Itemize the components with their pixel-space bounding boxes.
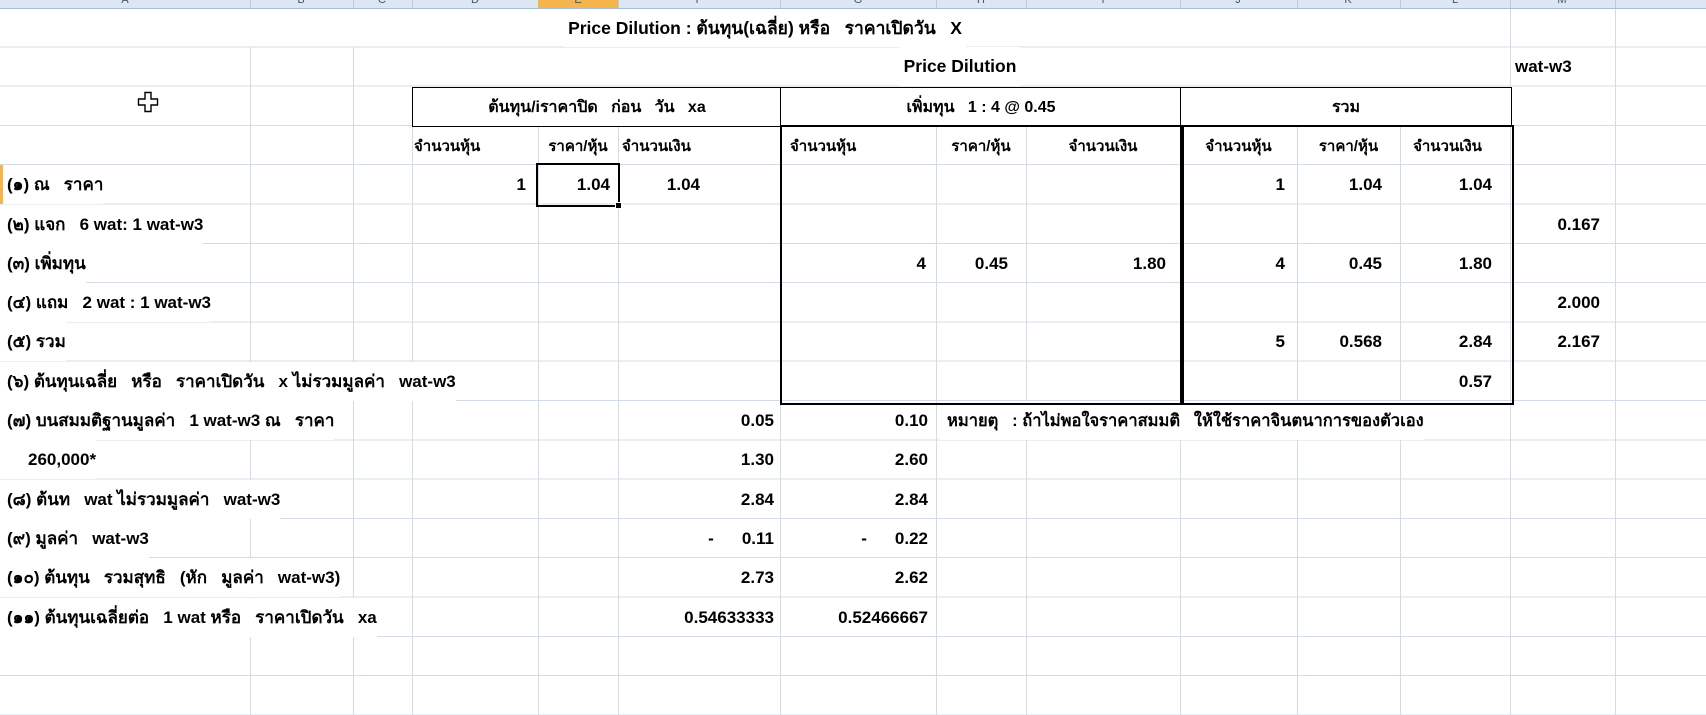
- cell-f14[interactable]: -0.11: [708, 528, 774, 548]
- cell-a14-row-label[interactable]: (๙) มูลค่า wat-w3: [0, 519, 149, 558]
- cell-a11-row-label[interactable]: (๗) บนสมมติฐานมูลค่า 1 wat-w3 ณ ราคา: [0, 401, 335, 440]
- column-header-f[interactable]: F: [695, 0, 703, 6]
- cell-l7[interactable]: 1.80: [1458, 253, 1492, 273]
- column-header-b[interactable]: B: [297, 0, 305, 6]
- cell-g7[interactable]: 4: [916, 253, 926, 273]
- cell-f11[interactable]: 0.05: [740, 410, 774, 430]
- cell-l9[interactable]: 2.84: [1458, 331, 1492, 351]
- subheader-price-1[interactable]: ราคา/หุ้น: [548, 137, 608, 155]
- column-header-j[interactable]: J: [1235, 0, 1241, 6]
- cell-k5[interactable]: 1.04: [1348, 174, 1382, 194]
- selected-column-header-highlight[interactable]: [538, 0, 618, 8]
- cell-g12[interactable]: 2.60: [894, 449, 928, 469]
- group-header-cost[interactable]: ต้นทุน/iราคาปิด ก่อน วัน xa: [412, 87, 782, 127]
- cell-g13[interactable]: 2.84: [894, 489, 928, 509]
- cell-l10[interactable]: 0.57: [1458, 371, 1492, 391]
- selected-row-header-sliver: [0, 165, 3, 204]
- gridline-segment: [353, 47, 354, 87]
- cell-cursor-icon: [137, 91, 159, 113]
- cell-h7[interactable]: 0.45: [974, 253, 1008, 273]
- cell-g14[interactable]: -0.22: [861, 528, 928, 548]
- subheader-price-3[interactable]: ราคา/หุ้น: [1318, 137, 1379, 155]
- cell-a13-row-label[interactable]: (๘) ต้นท wat ไม่รวมมูลค่า wat-w3: [0, 480, 281, 519]
- cell-f12[interactable]: 1.30: [740, 449, 774, 469]
- cell-m2-watw3-header[interactable]: wat-w3: [1515, 56, 1572, 76]
- cell-g16[interactable]: 0.52466667: [838, 607, 928, 627]
- cell-l5[interactable]: 1.04: [1458, 174, 1492, 194]
- column-header-m[interactable]: M: [1557, 0, 1567, 6]
- column-header-h[interactable]: H: [977, 0, 985, 6]
- cell-j9[interactable]: 5: [1275, 331, 1285, 351]
- subheader-amount-1[interactable]: จำนวนเงิน: [622, 137, 691, 155]
- subheader-shares-1[interactable]: จำนวนหุ้น: [414, 137, 481, 155]
- cell-f16[interactable]: 0.54633333: [684, 607, 774, 627]
- cell-a15-row-label[interactable]: (๑๐) ต้นทุน รวมสุทธิ (หัก มูลค่า wat-w3): [0, 558, 341, 597]
- column-header-d[interactable]: D: [471, 0, 479, 6]
- minus-sign: -: [861, 528, 867, 548]
- cell-m9[interactable]: 2.167: [1557, 331, 1600, 351]
- column-header-k[interactable]: K: [1344, 0, 1352, 6]
- column-header-g[interactable]: G: [853, 0, 863, 6]
- subheader-price-2[interactable]: ราคา/หุ้น: [951, 137, 1011, 155]
- gridline-segment: [1615, 8, 1616, 87]
- cell-k9[interactable]: 0.568: [1339, 331, 1382, 351]
- gridline-segment: [250, 47, 251, 87]
- cell-m6[interactable]: 0.167: [1557, 214, 1600, 234]
- table-subtitle: Price Dilution: [899, 47, 1021, 86]
- cell-a8-row-label[interactable]: (๔) แถม 2 wat : 1 wat-w3: [0, 283, 212, 322]
- column-header-c[interactable]: C: [378, 0, 386, 6]
- cell-f13[interactable]: 2.84: [740, 489, 774, 509]
- subheader-amount-3[interactable]: จำนวนเงิน: [1413, 137, 1482, 155]
- cell-k7[interactable]: 0.45: [1348, 253, 1382, 273]
- column-header-i[interactable]: I: [1101, 0, 1105, 6]
- minus-sign: -: [708, 528, 714, 548]
- subheader-shares-2[interactable]: จำนวนหุ้น: [790, 137, 857, 155]
- column-header-e[interactable]: E: [574, 0, 582, 6]
- cell-a9-row-label[interactable]: (๕) รวม: [0, 322, 66, 361]
- cell-i11-note[interactable]: หมายตุ : ถ้าไม่พอใจราคาสมมติ ให้ใช้ราคาจ…: [940, 401, 1424, 440]
- cell-a16-row-label[interactable]: (๑๑) ต้นทุนเฉลี่ยต่อ 1 wat หรือ ราคาเปิด…: [0, 598, 377, 637]
- cell-a6-row-label[interactable]: (๒) แจก 6 wat: 1 wat-w3: [0, 205, 204, 244]
- column-header-l[interactable]: L: [1451, 0, 1459, 6]
- cell-a12-row-label[interactable]: 260,000*: [0, 440, 97, 479]
- cell-d5[interactable]: 1: [516, 174, 526, 194]
- cell-g11[interactable]: 0.10: [894, 410, 928, 430]
- cell-a10-row-label[interactable]: (๖) ต้นทุนเฉลี่ย หรือ ราคาเปิดวัน x ไม่ร…: [0, 362, 456, 401]
- cell-j7[interactable]: 4: [1275, 253, 1285, 273]
- sheet-title: Price Dilution : ต้นทุน(เฉลี่ย) หรือ ราค…: [564, 8, 966, 47]
- group-header-total[interactable]: รวม: [1180, 87, 1512, 127]
- cell-g15[interactable]: 2.62: [894, 567, 928, 587]
- cell-f5[interactable]: 1.04: [666, 174, 700, 194]
- subheader-amount-2[interactable]: จำนวนเงิน: [1068, 137, 1138, 155]
- column-header-a[interactable]: A: [121, 0, 129, 6]
- group-header-rights[interactable]: เพิ่มทุน 1 : 4 @ 0.45: [780, 87, 1182, 127]
- cell-j5[interactable]: 1: [1275, 174, 1285, 194]
- cell-e5-selected[interactable]: 1.04: [576, 174, 610, 194]
- cell-a7-row-label[interactable]: (๓) เพิ่มทุน: [0, 244, 86, 283]
- column-header-strip: A B C D E F G H I J K L M: [0, 0, 1706, 9]
- gridline-segment: [1510, 8, 1511, 87]
- subheader-shares-3[interactable]: จำนวนหุ้น: [1205, 137, 1272, 155]
- cell-a5-row-label[interactable]: (๑) ณ ราคา: [0, 165, 104, 204]
- cell-f15[interactable]: 2.73: [740, 567, 774, 587]
- cell-i7[interactable]: 1.80: [1132, 253, 1166, 273]
- cell-m8[interactable]: 2.000: [1557, 292, 1600, 312]
